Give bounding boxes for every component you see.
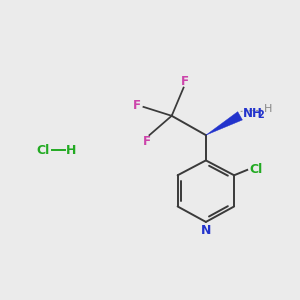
Text: Cl: Cl <box>36 143 50 157</box>
Text: NH: NH <box>243 107 263 120</box>
Text: H: H <box>264 104 272 114</box>
Text: F: F <box>133 99 141 112</box>
Polygon shape <box>206 112 242 135</box>
Text: H: H <box>66 143 76 157</box>
Text: 2: 2 <box>257 110 264 120</box>
Text: F: F <box>142 135 150 148</box>
Text: F: F <box>181 74 189 88</box>
Text: Cl: Cl <box>249 164 262 176</box>
Text: N: N <box>201 224 211 237</box>
